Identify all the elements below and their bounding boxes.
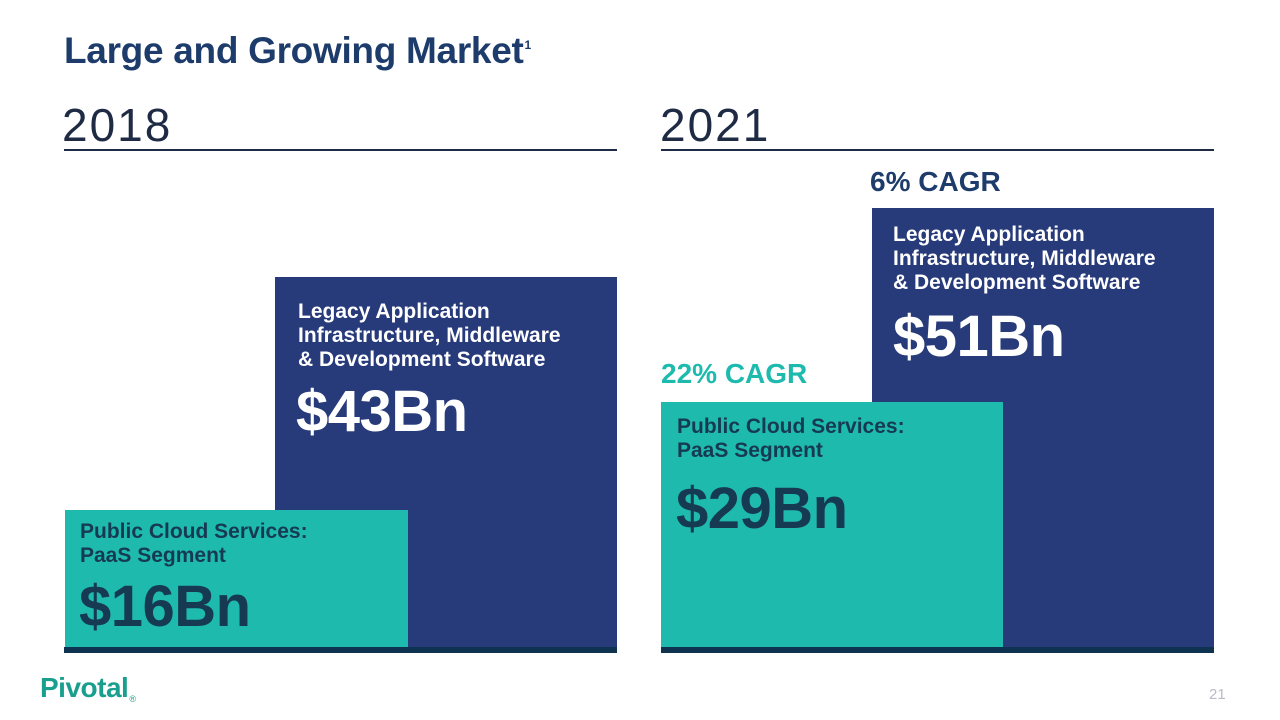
bar-2021-paas: Public Cloud Services: PaaS Segment $29B… [661, 402, 1003, 647]
bar-2018-paas-value: $16Bn [79, 574, 251, 639]
bar-2021-paas-value: $29Bn [676, 476, 848, 541]
baseline-2018 [64, 647, 617, 653]
legacy-cagr-label: 6% CAGR [870, 166, 1001, 197]
bar-2021-paas-label: Public Cloud Services: PaaS Segment [677, 415, 905, 462]
bar-2018-paas: Public Cloud Services: PaaS Segment $16B… [65, 510, 408, 647]
bar-2018-paas-label: Public Cloud Services: PaaS Segment [80, 520, 308, 567]
baseline-2021 [661, 647, 1214, 653]
page-number: 21 [1209, 686, 1226, 703]
bar-2018-legacy-label: Legacy Application Infrastructure, Middl… [298, 300, 561, 371]
year-label-2021: 2021 [660, 99, 771, 151]
pivotal-logo: Pivotal® [40, 672, 136, 704]
year-label-2018: 2018 [62, 99, 173, 151]
paas-cagr-label: 22% CAGR [661, 358, 808, 389]
divider-2021 [661, 149, 1214, 151]
bar-2018-legacy-value: $43Bn [296, 379, 468, 444]
page-title: Large and Growing Market1 [64, 30, 532, 71]
footnote-marker: 1 [524, 38, 532, 52]
divider-2018 [64, 149, 617, 151]
bar-2021-legacy-value: $51Bn [893, 304, 1065, 369]
bar-2021-legacy-label: Legacy Application Infrastructure, Middl… [893, 223, 1156, 294]
